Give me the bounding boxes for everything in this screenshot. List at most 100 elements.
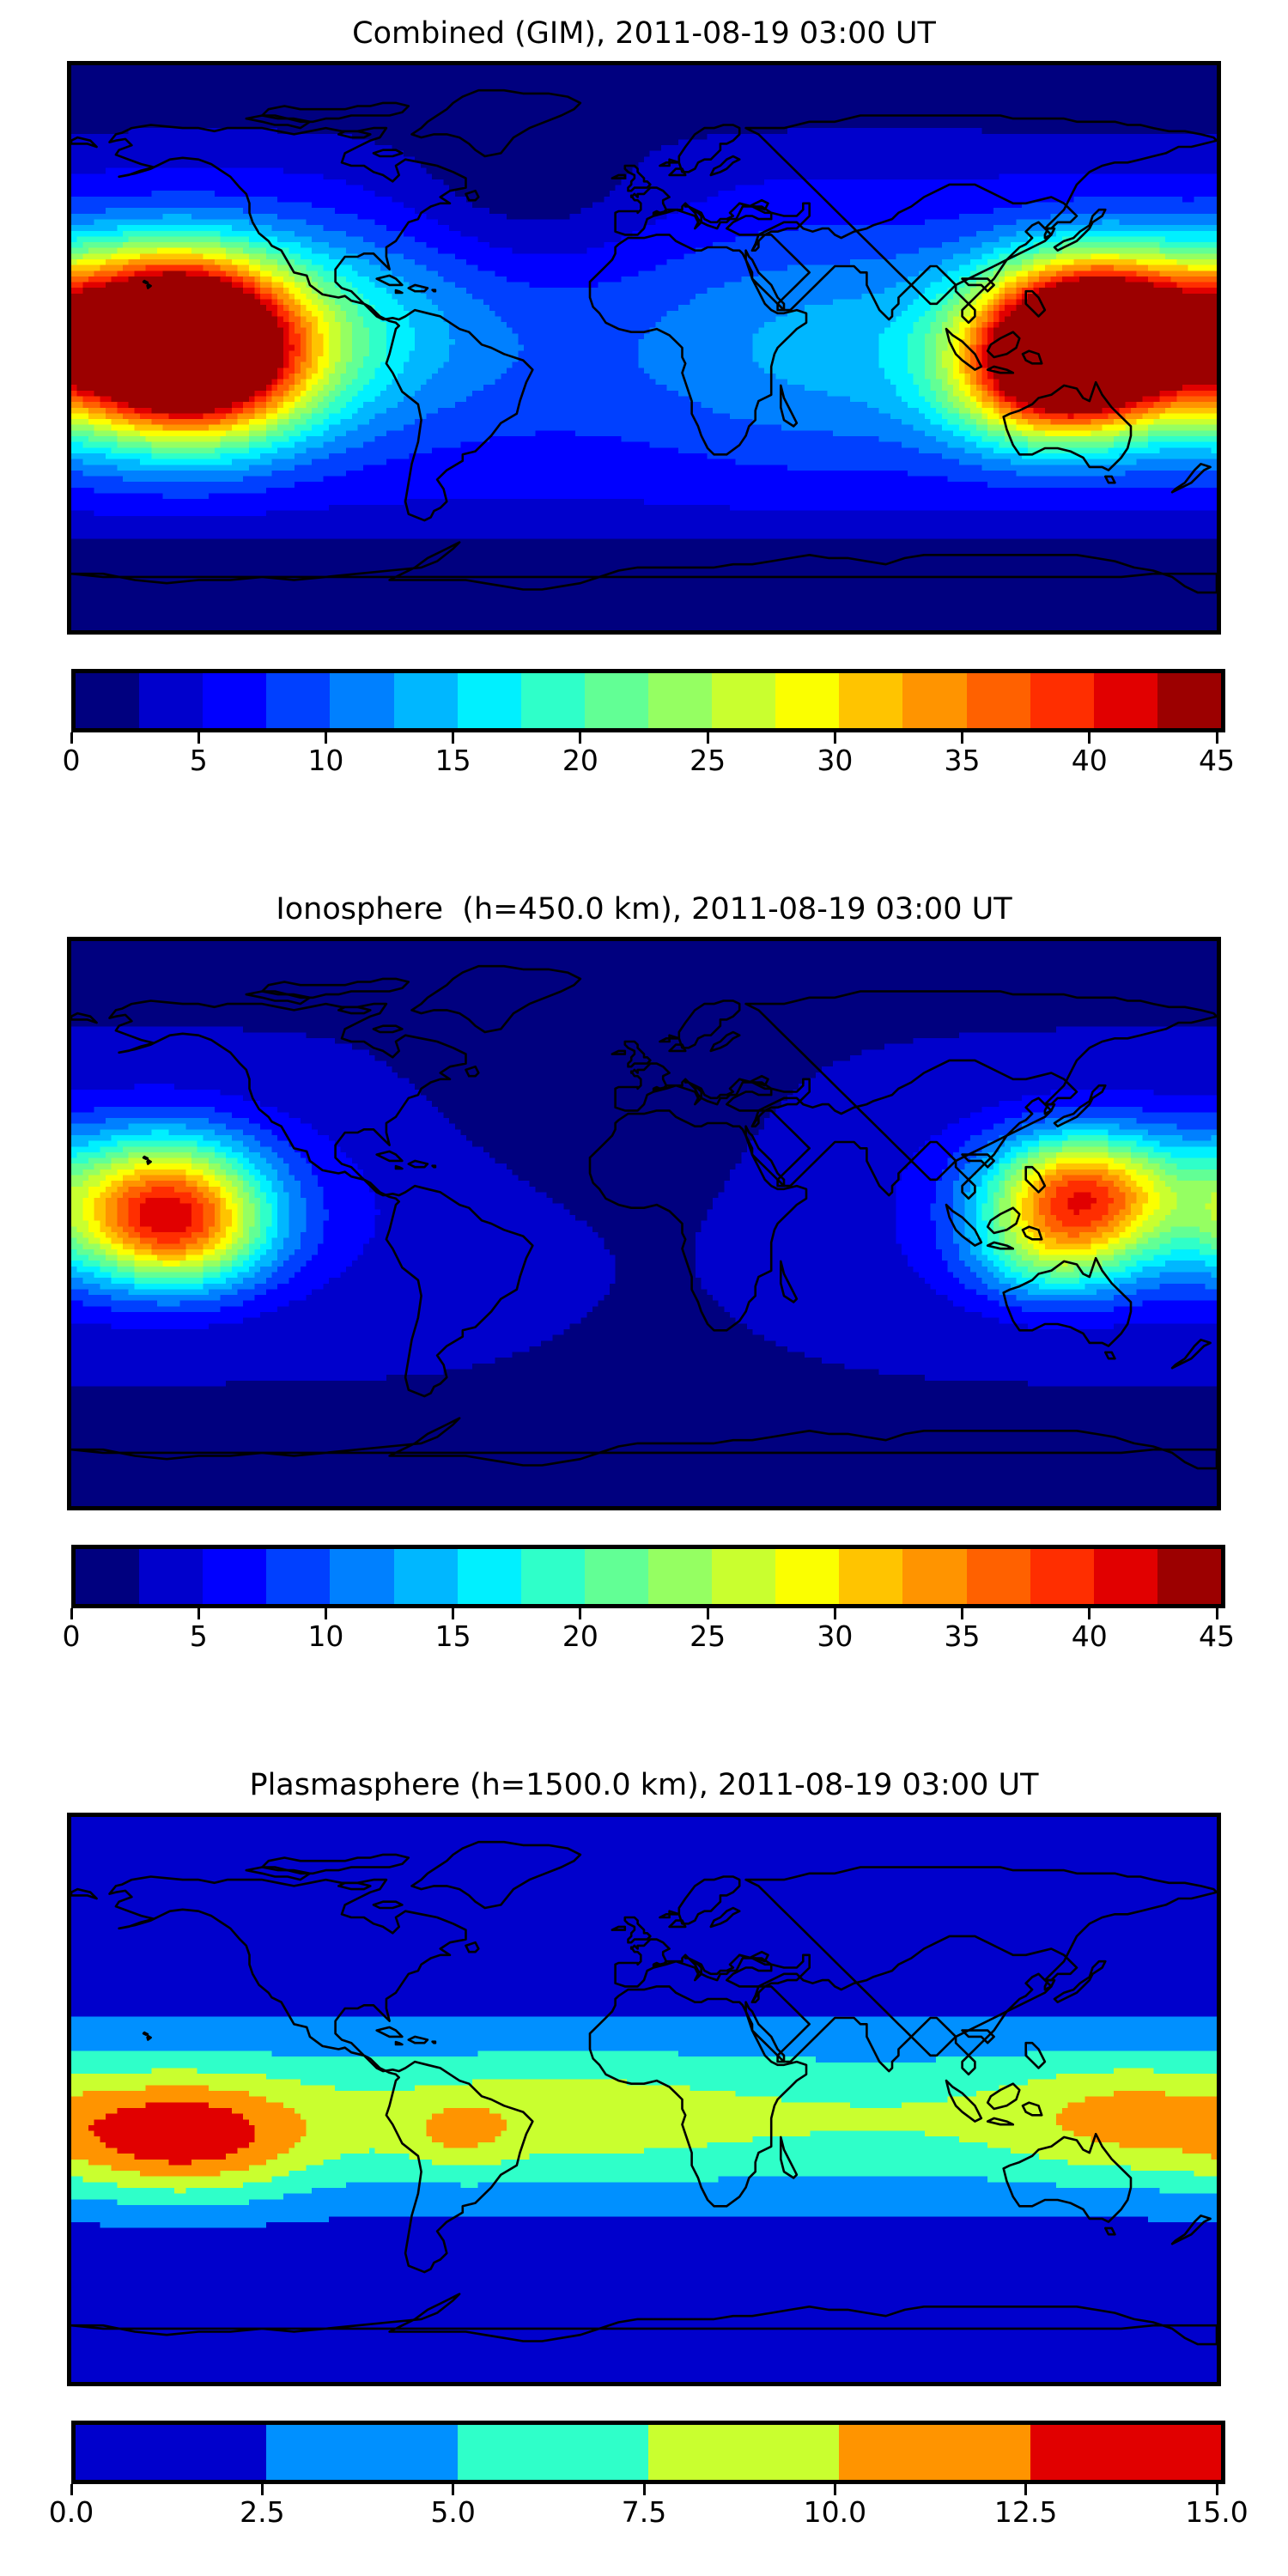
colorbar-tick-label: 5.0 xyxy=(430,2495,476,2529)
colorbar-labels-ionosphere: 0 5 10 15 20 25 30 35 40 45 xyxy=(63,1619,1236,1660)
coastline xyxy=(465,1941,480,1953)
coastline xyxy=(744,249,786,312)
colorbar-band xyxy=(139,1549,204,1604)
colorbar-tick xyxy=(1215,732,1218,744)
coastline xyxy=(1021,349,1043,365)
coastline xyxy=(1021,2101,1043,2117)
coastline xyxy=(1170,2215,1212,2245)
coastline xyxy=(986,2117,1015,2126)
coastline xyxy=(394,289,404,295)
coastline xyxy=(1024,1165,1047,1194)
coastline xyxy=(780,2136,799,2179)
coastline xyxy=(744,1866,1217,2057)
coastline xyxy=(588,234,808,456)
colorbar-tick xyxy=(706,732,709,744)
coastline xyxy=(146,1158,152,1165)
colorbar-band xyxy=(76,2425,267,2480)
colorbar-band xyxy=(839,2425,1030,2480)
coastline xyxy=(146,2034,152,2041)
colorbar-band xyxy=(76,1549,140,1604)
colorbar-band xyxy=(902,673,967,728)
coastline xyxy=(372,149,404,158)
colorbar-ticks-plasmasphere xyxy=(67,2484,1221,2496)
coastline xyxy=(1053,208,1107,252)
colorbar-tick xyxy=(579,1608,582,1619)
coastline xyxy=(337,130,372,139)
coastline xyxy=(375,274,404,287)
colorbar-tick-label: 25 xyxy=(690,744,726,777)
coastline xyxy=(611,173,627,179)
coastline-layer xyxy=(71,1840,1217,2346)
coastline xyxy=(726,1953,811,1988)
colorbar-band xyxy=(520,673,585,728)
colorbar-tick-label: 35 xyxy=(944,744,981,777)
colorbar-band xyxy=(330,673,394,728)
coastline xyxy=(407,283,429,293)
coastline xyxy=(410,964,582,1034)
coastline xyxy=(986,365,1015,374)
colorbar-band xyxy=(1157,673,1221,728)
coastline xyxy=(245,990,312,1005)
colorbar-band xyxy=(1030,2425,1221,2480)
coastline xyxy=(623,164,652,192)
colorbar-tick-label: 45 xyxy=(1199,1619,1235,1653)
colorbar-band xyxy=(1093,1549,1157,1604)
coastline xyxy=(588,1985,808,2208)
colorbar-tick xyxy=(1088,1608,1091,1619)
coastline xyxy=(1053,1959,1107,2003)
colorbar-band xyxy=(203,673,267,728)
colorbar-band xyxy=(966,673,1030,728)
coastline xyxy=(1024,2041,1047,2069)
colorbar-band xyxy=(775,1549,840,1604)
coastline xyxy=(611,1925,627,1931)
coastline xyxy=(1021,1225,1043,1241)
coastline xyxy=(71,136,98,149)
colorbar-tick-label: 15.0 xyxy=(1185,2495,1249,2529)
colorbar-tick xyxy=(324,732,327,744)
panel-ionosphere: Ionosphere (h=450.0 km), 2011-08-19 03:0… xyxy=(0,895,1288,1660)
colorbar-tick-label: 5 xyxy=(189,744,208,777)
colorbar-tick-label: 5 xyxy=(189,1619,208,1653)
coastline xyxy=(945,1203,983,1247)
coastline xyxy=(780,384,799,428)
colorbar-band xyxy=(457,1549,521,1604)
colorbar-tick-label: 15 xyxy=(434,1619,471,1653)
coastline xyxy=(726,1078,811,1112)
coastline xyxy=(407,1159,429,1169)
coastline xyxy=(726,202,811,236)
coastline xyxy=(142,2031,149,2036)
colorbar-tick xyxy=(833,1608,836,1619)
colorbar-tick xyxy=(833,732,836,744)
colorbar-labels-combined: 0 5 10 15 20 25 30 35 40 45 xyxy=(63,744,1236,784)
colorbar-tick xyxy=(452,1608,455,1619)
colorbar-tick-label: 7.5 xyxy=(621,2495,667,2529)
coastline xyxy=(668,1043,687,1053)
coastline xyxy=(407,2035,429,2044)
coastline xyxy=(750,183,1078,325)
coastline xyxy=(71,1417,1217,1470)
coastline xyxy=(142,1155,149,1160)
colorbar-tick xyxy=(260,2484,264,2495)
coastline xyxy=(394,1164,404,1170)
coastline xyxy=(623,1040,652,1068)
coastline xyxy=(375,1150,404,1163)
coastline xyxy=(986,2082,1021,2111)
colorbar-band xyxy=(839,1549,903,1604)
colorbar-band xyxy=(1030,673,1094,728)
coastline xyxy=(744,114,1217,306)
coastline xyxy=(744,2001,786,2063)
coastline xyxy=(108,1875,534,2274)
colorbar-tick-label: 0.0 xyxy=(48,2495,94,2529)
colorbar-tick-label: 10.0 xyxy=(803,2495,867,2529)
coastline xyxy=(961,2029,995,2044)
coastline xyxy=(986,1206,1021,1235)
colorbar-band xyxy=(1030,1549,1094,1604)
colorbar-tick-label: 0 xyxy=(62,1619,81,1653)
coastline xyxy=(750,1059,1078,1200)
coastline xyxy=(1002,380,1133,471)
colorbar-gradient-ionosphere xyxy=(71,1545,1225,1608)
colorbar-tick xyxy=(1215,1608,1218,1619)
colorbar-ticks-ionosphere xyxy=(67,1608,1221,1620)
colorbar-labels-plasmasphere: 0.0 2.5 5.0 7.5 10.0 12.5 15.0 xyxy=(49,2495,1249,2536)
colorbar-tick-label: 15 xyxy=(434,744,471,777)
